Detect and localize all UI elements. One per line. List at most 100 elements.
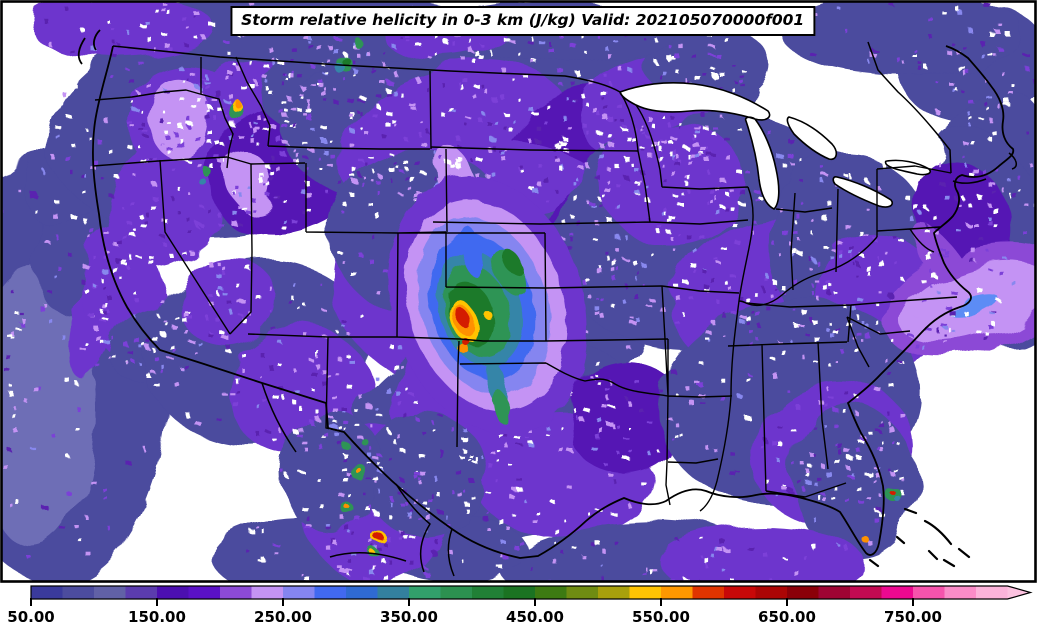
field-speckle (260, 376, 263, 379)
field-speckle (271, 328, 277, 331)
field-speckle (127, 30, 130, 35)
field-speckle (133, 173, 136, 176)
field-speckle (686, 235, 692, 240)
field-speckle (272, 394, 278, 399)
field-speckle (689, 297, 695, 301)
field-speckle (338, 426, 343, 429)
helicity-spot (861, 535, 869, 543)
field-speckle (669, 45, 672, 49)
field-speckle (368, 463, 373, 466)
field-speckle (702, 73, 707, 77)
field-speckle (608, 473, 614, 477)
field-speckle (223, 293, 228, 296)
field-speckle (88, 228, 94, 232)
field-speckle (1004, 98, 1010, 104)
field-speckle (307, 169, 311, 172)
field-speckle (335, 329, 338, 332)
field-speckle (292, 71, 295, 75)
field-speckle (529, 540, 535, 546)
field-speckle (226, 50, 230, 54)
field-speckle (290, 294, 293, 299)
field-speckle (57, 265, 61, 271)
field-speckle (402, 534, 408, 540)
field-speckle (782, 286, 786, 292)
field-speckle (672, 248, 676, 251)
field-speckle (186, 229, 191, 233)
field-speckle (792, 430, 799, 433)
field-speckle (796, 214, 800, 220)
field-speckle (985, 331, 989, 336)
field-speckle (570, 81, 575, 85)
field-speckle (463, 501, 469, 506)
field-speckle (160, 370, 164, 374)
field-speckle (66, 251, 71, 256)
field-speckle (553, 157, 560, 161)
field-speckle (240, 353, 246, 357)
field-speckle (168, 47, 173, 53)
field-speckle (76, 406, 80, 412)
field-speckle (659, 146, 662, 151)
field-speckle (812, 455, 817, 458)
field-speckle (192, 105, 198, 109)
field-speckle (710, 66, 714, 70)
field-speckle (867, 272, 871, 277)
field-speckle (555, 67, 562, 71)
field-speckle (637, 178, 641, 181)
field-speckle (922, 300, 928, 303)
field-speckle (365, 132, 369, 136)
field-speckle (434, 177, 438, 182)
field-speckle (258, 172, 264, 177)
field-speckle (783, 230, 789, 236)
field-speckle (999, 271, 1004, 276)
field-speckle (145, 83, 151, 87)
field-speckle (772, 280, 777, 285)
field-speckle (341, 407, 346, 411)
helicity-spot (889, 489, 895, 495)
field-speckle (474, 456, 477, 461)
field-speckle (826, 327, 830, 332)
field-speckle (615, 541, 619, 546)
field-speckle (672, 137, 678, 141)
field-speckle (589, 203, 595, 207)
field-speckle (221, 334, 228, 340)
field-speckle (91, 482, 98, 486)
helicity-spot (203, 167, 211, 177)
field-speckle (274, 552, 279, 555)
field-speckle (188, 147, 194, 150)
helicity-field-region (280, 410, 384, 534)
field-speckle (80, 348, 86, 351)
field-speckle (265, 79, 268, 84)
field-speckle (965, 164, 968, 169)
field-speckle (213, 115, 216, 120)
field-speckle (748, 341, 753, 346)
helicity-spot (485, 312, 493, 320)
field-speckle (714, 547, 719, 553)
field-speckle (353, 73, 356, 77)
field-speckle (543, 177, 549, 183)
field-speckle (103, 232, 110, 235)
colorbar-segment (472, 586, 504, 599)
field-speckle (958, 67, 963, 71)
field-speckle (319, 90, 326, 94)
colorbar-segment (346, 586, 378, 599)
field-speckle (248, 186, 251, 190)
field-speckle (677, 124, 680, 128)
field-speckle (261, 558, 266, 563)
field-speckle (594, 239, 599, 243)
field-speckle (989, 118, 993, 123)
field-speckle (388, 559, 392, 565)
field-speckle (64, 377, 70, 382)
field-speckle (630, 321, 637, 326)
field-speckle (861, 321, 865, 325)
field-speckle (573, 100, 576, 104)
field-speckle (277, 363, 282, 367)
field-speckle (369, 505, 372, 509)
field-speckle (699, 146, 706, 151)
field-speckle (596, 508, 602, 512)
field-speckle (675, 162, 681, 167)
field-speckle (1033, 80, 1035, 85)
colorbar-segment (913, 586, 945, 599)
field-speckle (944, 194, 950, 200)
field-speckle (780, 208, 784, 213)
field-speckle (205, 315, 209, 320)
